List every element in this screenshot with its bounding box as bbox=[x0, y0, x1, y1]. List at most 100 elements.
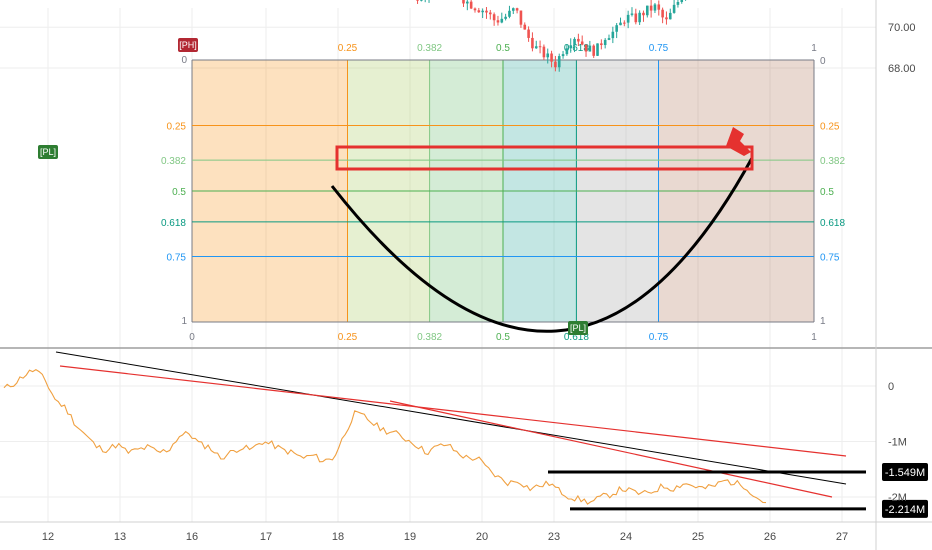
pivot-label-text: [PL] bbox=[40, 147, 56, 157]
candle-body bbox=[607, 38, 611, 40]
candle-body bbox=[500, 18, 504, 23]
candle-body bbox=[645, 5, 649, 16]
candle-body bbox=[534, 46, 538, 49]
obv-level-badge bbox=[882, 499, 928, 518]
price-candles bbox=[416, 0, 687, 72]
fib-time-label-top: 1 bbox=[811, 43, 817, 54]
candle-body bbox=[676, 1, 680, 5]
candle-body bbox=[638, 12, 641, 23]
pivot-label-badge bbox=[38, 145, 58, 159]
obv-pane bbox=[0, 351, 876, 511]
fib-level-label-left: 0 bbox=[181, 55, 187, 66]
grid-lines bbox=[0, 8, 876, 522]
fib-level-label-left: 0.618 bbox=[161, 218, 186, 229]
candle-body bbox=[580, 41, 584, 45]
fib-level-label-left: 0.382 bbox=[161, 156, 186, 167]
obv-trendline-red-lower bbox=[389, 400, 833, 498]
obv-trendline-red-upper bbox=[59, 365, 847, 457]
candle-body bbox=[546, 53, 550, 58]
candle-body bbox=[665, 17, 668, 20]
candle-body bbox=[649, 5, 653, 11]
fibonacci-retracement: 0 0 0.25 0.25 0.25 0.25 0.382 0.382 0.382 0.382 0.… bbox=[161, 43, 845, 343]
candle-body bbox=[504, 16, 507, 19]
red-pointer-marker bbox=[726, 127, 751, 156]
candle-body bbox=[634, 13, 638, 23]
candle-body bbox=[565, 48, 569, 55]
candle-body bbox=[668, 12, 672, 20]
candle-body bbox=[557, 56, 561, 68]
date-axis-tick: 25 bbox=[692, 531, 704, 543]
candle-body bbox=[477, 10, 481, 13]
date-axis-tick: 18 bbox=[332, 531, 344, 543]
candle-body bbox=[531, 37, 534, 49]
fib-time-label-bottom: 0.382 bbox=[417, 332, 442, 343]
candle-body bbox=[569, 45, 573, 49]
candle-body bbox=[473, 8, 477, 11]
date-axis-tick: 12 bbox=[42, 531, 54, 543]
fib-level-label-right: 0.25 bbox=[820, 122, 840, 133]
pivot-label-text: [PL] bbox=[570, 323, 586, 333]
candle-body bbox=[554, 61, 557, 68]
fib-level-label-left: 1 bbox=[181, 316, 187, 327]
obv-level-badge-text: -2.214M bbox=[885, 504, 925, 516]
fib-time-label-bottom: 0.25 bbox=[338, 332, 358, 343]
date-axis-tick: 16 bbox=[186, 531, 198, 543]
fib-time-label-top: 0.382 bbox=[417, 43, 442, 54]
fib-level-label-left: 0.25 bbox=[167, 122, 187, 133]
drawings: [PL] [PH] [PL] bbox=[38, 38, 754, 335]
candle-body bbox=[485, 10, 488, 13]
candle-body bbox=[462, 0, 465, 4]
candle-body bbox=[623, 22, 626, 24]
price-axis-tick: 68.00 bbox=[888, 63, 916, 75]
obv-level-badge bbox=[882, 462, 928, 481]
candle-body bbox=[653, 4, 657, 11]
candle-body bbox=[626, 14, 630, 23]
date-axis-tick: 17 bbox=[260, 531, 272, 543]
pivot-label-badge bbox=[568, 321, 588, 335]
candle-body bbox=[642, 12, 645, 16]
candle-body bbox=[588, 45, 592, 52]
candle-body bbox=[577, 38, 580, 42]
candle-body bbox=[519, 10, 523, 25]
candle-body bbox=[489, 12, 492, 15]
candle-body bbox=[511, 8, 515, 11]
fib-time-label-bottom: 0.5 bbox=[496, 332, 510, 343]
obv-axis-tick: -2M bbox=[888, 492, 907, 504]
candle-body bbox=[515, 8, 519, 11]
obv-line bbox=[3, 368, 767, 505]
date-axis-tick: 19 bbox=[404, 531, 416, 543]
candle-body bbox=[573, 38, 576, 46]
fib-level-label-right: 0.5 bbox=[820, 187, 834, 198]
candle-body bbox=[615, 25, 618, 32]
candle-body bbox=[538, 46, 542, 48]
candle-body bbox=[592, 45, 595, 56]
obv-level-badge-text: -1.549M bbox=[885, 467, 925, 479]
cup-arc bbox=[330, 157, 754, 333]
price-axis-tick: 70.00 bbox=[888, 22, 916, 34]
fib-level-label-left: 0.5 bbox=[172, 187, 186, 198]
pivot-label-text: [PH] bbox=[179, 40, 197, 50]
candle-body bbox=[661, 9, 664, 18]
fib-time-label-bottom: 0.75 bbox=[649, 332, 669, 343]
candle-body bbox=[630, 13, 634, 15]
candle-body bbox=[680, 0, 684, 2]
candle-body bbox=[561, 54, 565, 57]
fib-time-label-bottom: 1 bbox=[811, 332, 817, 343]
fib-level-label-left: 0.75 bbox=[167, 253, 187, 264]
candle-body bbox=[550, 53, 553, 62]
candle-body bbox=[584, 44, 588, 52]
candle-body bbox=[469, 1, 473, 9]
candle-body bbox=[600, 43, 603, 46]
candle-body bbox=[672, 4, 676, 13]
candle-body bbox=[416, 0, 419, 1]
fib-level-label-right: 0 bbox=[820, 56, 826, 67]
fib-time-label-bottom: 0.618 bbox=[564, 332, 589, 343]
candle-body bbox=[508, 10, 511, 17]
candle-body bbox=[603, 39, 607, 46]
fib-time-label-bottom: 0 bbox=[189, 332, 195, 343]
date-axis-tick: 13 bbox=[114, 531, 126, 543]
candle-body bbox=[657, 4, 661, 10]
fib-level-label-right: 0.618 bbox=[820, 218, 845, 229]
